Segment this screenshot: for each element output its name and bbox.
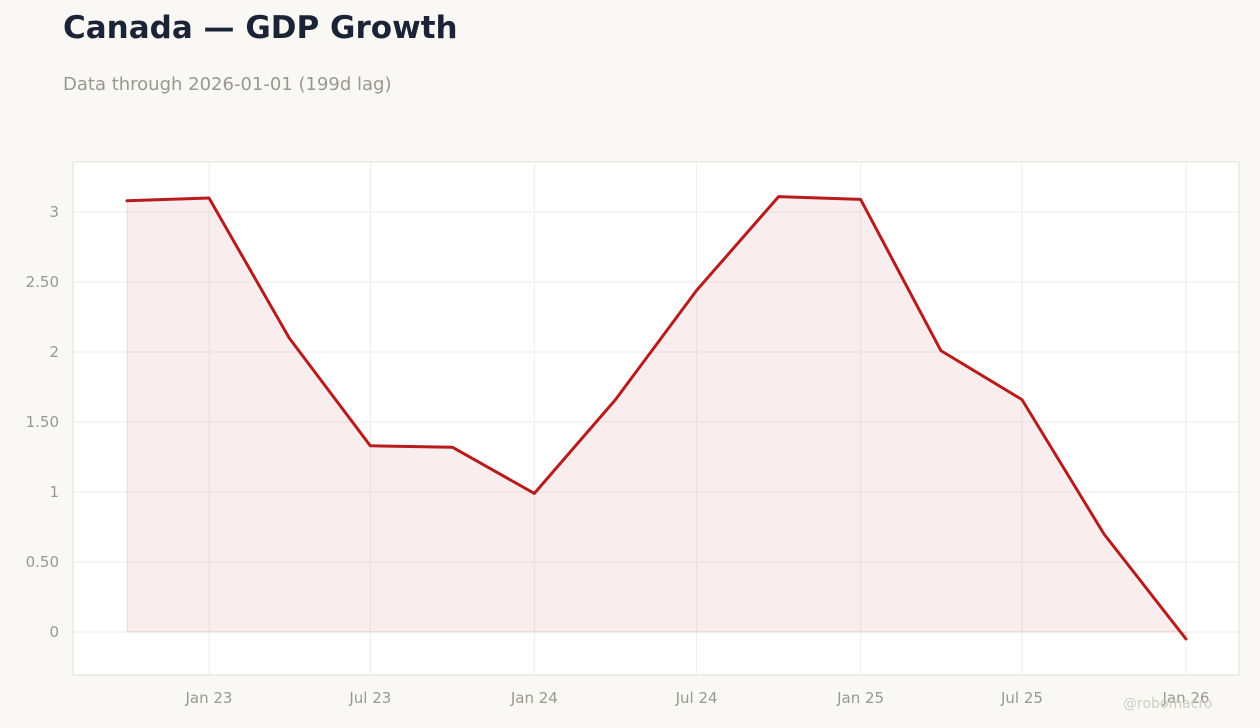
grid-lines <box>73 162 1239 675</box>
data-point <box>368 444 372 448</box>
y-tick-label: 0.50 <box>26 553 59 571</box>
x-tick-label: Jul 23 <box>348 689 391 707</box>
y-tick-label: 2 <box>49 343 59 361</box>
chart-title: Canada — GDP Growth <box>63 10 458 46</box>
series-line-group <box>125 195 1188 641</box>
data-point <box>450 445 454 449</box>
x-tick-label: Jan 26 <box>1162 689 1210 707</box>
y-tick-label: 1 <box>49 483 59 501</box>
plot-area <box>72 161 1240 676</box>
chart-subtitle: Data through 2026-01-01 (199d lag) <box>63 74 392 95</box>
x-axis-ticks: Jan 23 Jul 23 Jan 24 Jul 24 Jan 25 Jul 25 Jan … <box>185 689 1210 707</box>
data-point <box>287 336 291 340</box>
data-point <box>859 197 863 201</box>
data-point <box>939 349 943 353</box>
x-tick-label: Jul 25 <box>1000 689 1043 707</box>
data-point <box>125 199 129 203</box>
watermark: @robomacro <box>1123 696 1213 712</box>
x-tick-label: Jan 25 <box>836 689 884 707</box>
series-line <box>125 195 1188 641</box>
y-axis-ticks: 0 0.50 1 1.50 2 2.50 3 <box>26 203 59 641</box>
data-point <box>1020 398 1024 402</box>
data-point <box>695 288 699 292</box>
data-point <box>532 491 536 495</box>
data-point <box>1102 532 1106 536</box>
data-point <box>777 195 781 199</box>
y-tick-label: 2.50 <box>26 273 59 291</box>
data-point <box>207 196 211 200</box>
x-tick-label: Jul 24 <box>675 689 718 707</box>
x-tick-label: Jan 23 <box>185 689 233 707</box>
y-tick-label: 0 <box>49 623 59 641</box>
data-point <box>1184 637 1188 641</box>
y-tick-label: 3 <box>49 203 59 221</box>
data-point <box>613 398 617 402</box>
x-tick-label: Jan 24 <box>510 689 558 707</box>
y-tick-label: 1.50 <box>26 413 59 431</box>
